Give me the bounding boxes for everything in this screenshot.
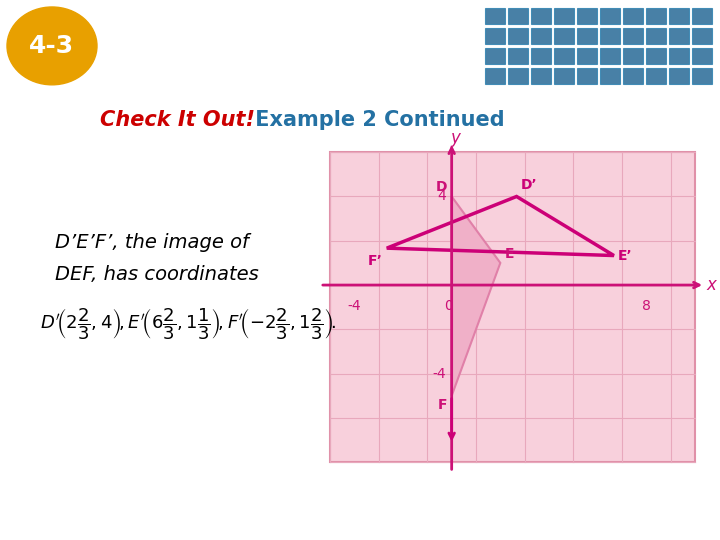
Bar	[692, 8, 712, 24]
Text: y: y	[451, 129, 461, 147]
Text: D’E’F’, the image of: D’E’F’, the image of	[55, 233, 249, 252]
Bar	[669, 8, 689, 24]
Text: Check It Out!: Check It Out!	[100, 110, 255, 130]
Text: D’: D’	[521, 179, 537, 192]
Bar	[531, 48, 551, 64]
Bar	[577, 28, 597, 44]
Ellipse shape	[7, 7, 97, 85]
Bar	[623, 68, 643, 84]
Text: Copyright © by Holt, Rinehart and Winston. All Rights Reserved.: Copyright © by Holt, Rinehart and Winsto…	[395, 516, 710, 526]
Bar	[485, 8, 505, 24]
Text: E’: E’	[618, 248, 633, 262]
Text: 8: 8	[642, 299, 651, 313]
Text: 4-3: 4-3	[30, 34, 75, 58]
Text: F’: F’	[368, 254, 383, 268]
Bar	[485, 48, 505, 64]
Text: 0: 0	[444, 299, 453, 313]
Bar	[554, 8, 574, 24]
Bar	[554, 48, 574, 64]
Text: 4: 4	[437, 190, 446, 204]
Bar	[692, 28, 712, 44]
Text: Example 2 Continued: Example 2 Continued	[248, 110, 505, 130]
Bar	[646, 48, 666, 64]
Bar	[692, 68, 712, 84]
Bar	[600, 48, 620, 64]
Bar	[600, 28, 620, 44]
Bar	[692, 48, 712, 64]
Bar	[531, 28, 551, 44]
Bar	[669, 68, 689, 84]
Bar	[485, 68, 505, 84]
Bar	[485, 28, 505, 44]
Bar	[531, 8, 551, 24]
Bar	[646, 68, 666, 84]
Text: Using Matrices to Transform: Using Matrices to Transform	[112, 20, 445, 40]
Bar	[577, 68, 597, 84]
Bar	[554, 68, 574, 84]
Bar	[531, 68, 551, 84]
Bar	[508, 48, 528, 64]
Bar	[508, 68, 528, 84]
Text: E: E	[504, 247, 514, 261]
Bar	[646, 28, 666, 44]
Text: -4: -4	[348, 299, 361, 313]
Bar	[600, 8, 620, 24]
Bar	[330, 152, 695, 462]
Text: Holt Algebra 2: Holt Algebra 2	[10, 514, 109, 528]
Bar	[554, 28, 574, 44]
Text: x: x	[706, 276, 716, 294]
Bar	[508, 28, 528, 44]
Bar	[669, 28, 689, 44]
Text: $D'\!\left(2\dfrac{2}{3},4\right)\!,E'\!\left(6\dfrac{2}{3},1\dfrac{1}{3}\right): $D'\!\left(2\dfrac{2}{3},4\right)\!,E'\!…	[40, 306, 337, 342]
Text: D: D	[436, 180, 448, 194]
Bar	[623, 48, 643, 64]
Bar	[577, 48, 597, 64]
Bar	[669, 48, 689, 64]
Bar	[600, 68, 620, 84]
Text: Geometric Figures: Geometric Figures	[112, 54, 329, 74]
Text: F: F	[438, 398, 448, 412]
Text: -4: -4	[432, 367, 446, 381]
Bar	[577, 8, 597, 24]
Text: DEF, has coordinates: DEF, has coordinates	[55, 265, 258, 284]
Bar	[508, 8, 528, 24]
Bar	[623, 28, 643, 44]
Bar	[646, 8, 666, 24]
Bar	[623, 8, 643, 24]
Polygon shape	[451, 197, 500, 396]
